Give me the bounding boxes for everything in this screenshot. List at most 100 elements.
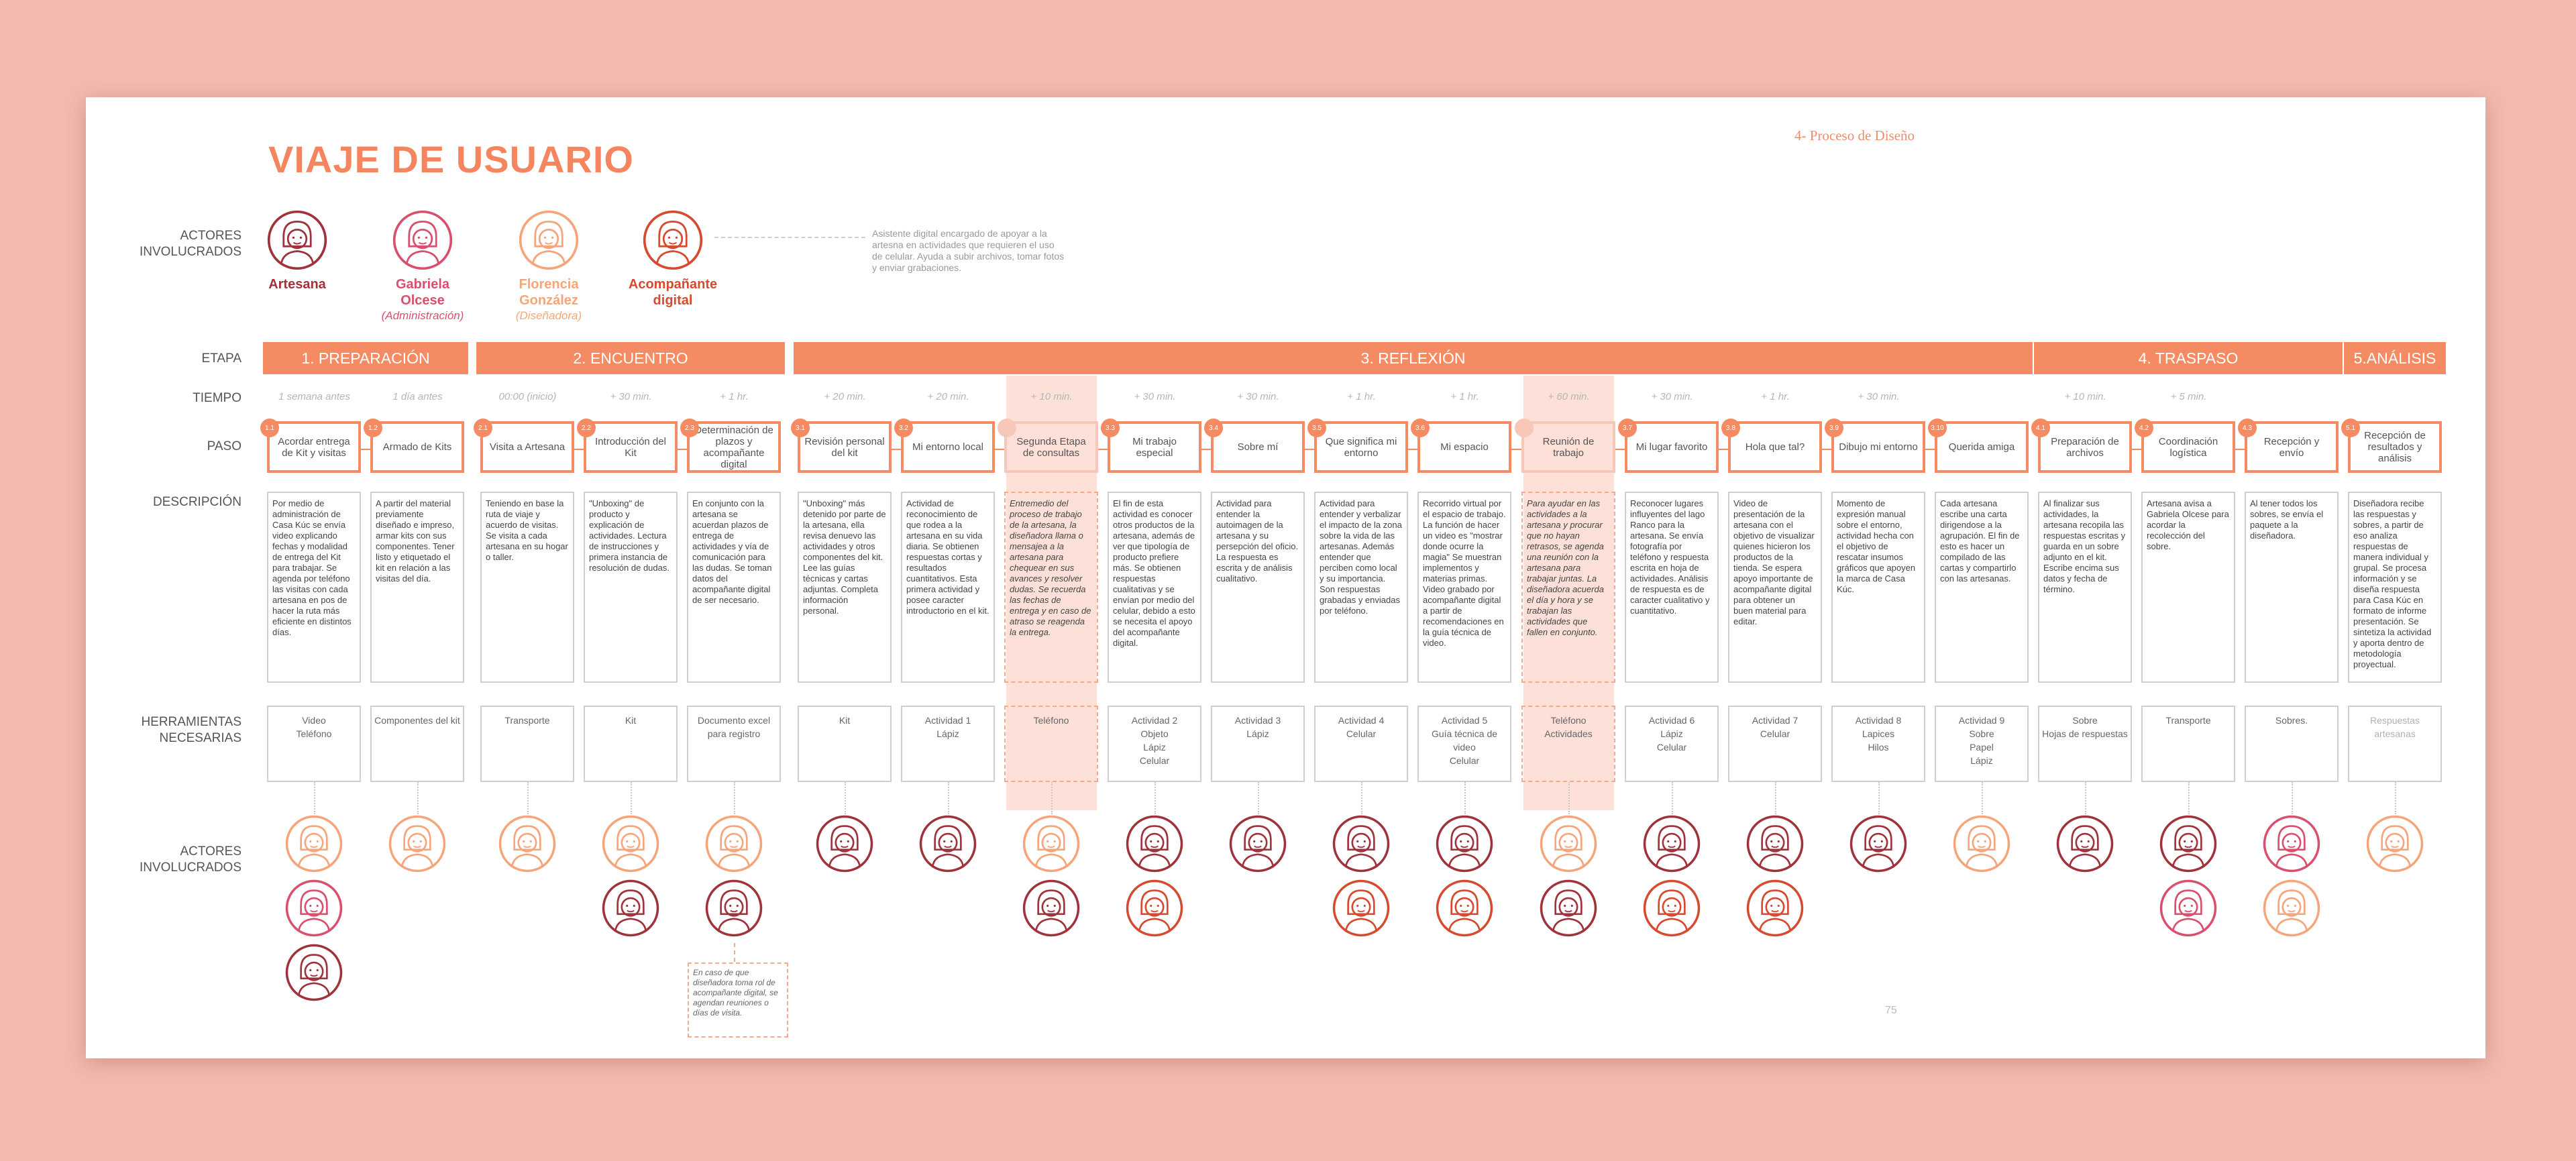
step-number-badge: 3.3 bbox=[1101, 419, 1120, 437]
actor-avatar-gabriela-icon bbox=[2159, 879, 2218, 938]
tools-box: Actividad 2 Objeto Lápiz Celular bbox=[1108, 706, 1201, 782]
step-box: Mi trabajo especial bbox=[1108, 421, 1201, 473]
actor-avatar-artesana-icon bbox=[1125, 814, 1184, 873]
tools-box: Componentes del kit bbox=[370, 706, 464, 782]
description-box: Entremedio del proceso de trabajo de la … bbox=[1004, 492, 1098, 683]
actor-name: Florencia González bbox=[519, 277, 579, 308]
step-label: Mi trabajo especial bbox=[1132, 435, 1177, 459]
description-box: Video de presentación de la artesana con… bbox=[1728, 492, 1822, 683]
step-label: Mi lugar favorito bbox=[1635, 441, 1708, 453]
step-number-badge: 1.1 bbox=[260, 419, 279, 437]
step-box: Acordar entrega de Kit y visitas bbox=[267, 421, 361, 473]
step-label: Coordinación logística bbox=[2158, 435, 2218, 459]
step-box: Que significa mi entorno bbox=[1314, 421, 1408, 473]
step-connector-line bbox=[798, 449, 2029, 450]
actor-connector-line bbox=[948, 782, 949, 814]
step-box: Mi espacio bbox=[1417, 421, 1511, 473]
time-label: + 30 min. bbox=[610, 391, 652, 402]
stage-bar: 4. TRASPASO bbox=[2034, 342, 2343, 374]
row-label-description: DESCRIPCIÓN bbox=[153, 495, 241, 509]
time-label: 00:00 (inicio) bbox=[498, 391, 557, 402]
actor-connector-line bbox=[1672, 782, 1673, 814]
actor-avatar-artesana-icon bbox=[1435, 814, 1494, 873]
time-label: + 10 min. bbox=[1030, 391, 1073, 402]
time-label: + 20 min. bbox=[824, 391, 866, 402]
time-label: + 30 min. bbox=[1237, 391, 1279, 402]
time-label: 1 día antes bbox=[392, 391, 443, 402]
actor-avatar-florencia-icon bbox=[284, 814, 343, 873]
time-label: + 30 min. bbox=[1651, 391, 1693, 402]
step-label: Acordar entrega de Kit y visitas bbox=[278, 435, 350, 459]
step-number-badge: 3.8 bbox=[1721, 419, 1740, 437]
actor-connector-line bbox=[1982, 782, 1983, 814]
actor-avatar-acompanante-icon bbox=[1642, 879, 1701, 938]
step-label: Hola que tal? bbox=[1745, 441, 1805, 453]
actor-avatar-florencia-icon bbox=[2365, 814, 2424, 873]
actor-avatar-artesana-icon bbox=[1642, 814, 1701, 873]
step-label: Recepción de resultados y análisis bbox=[2364, 430, 2426, 464]
actor-connector-line bbox=[1464, 782, 1466, 814]
description-box: "Unboxing" más detenido por parte de la … bbox=[798, 492, 892, 683]
description-box: Al finalizar sus actividades, la artesan… bbox=[2038, 492, 2132, 683]
description-box: Reconocer lugares influyentes del lago R… bbox=[1625, 492, 1719, 683]
actor-avatar-acompanante-icon bbox=[1746, 879, 1805, 938]
description-box: Al tener todos los sobres, se envía el p… bbox=[2245, 492, 2339, 683]
actor-avatar-icon bbox=[518, 209, 580, 271]
tools-box: Respuestas artesanas bbox=[2348, 706, 2442, 782]
actor-connector-line bbox=[734, 782, 735, 814]
actor-avatar-artesana-icon bbox=[2055, 814, 2114, 873]
actor-avatar-artesana-icon bbox=[601, 879, 660, 938]
tools-box: Sobre Hojas de respuestas bbox=[2038, 706, 2132, 782]
actor-avatar-artesana-icon bbox=[1228, 814, 1287, 873]
step-box: Hola que tal? bbox=[1728, 421, 1822, 473]
time-label: + 1 hr. bbox=[1347, 391, 1376, 402]
tools-box: Documento excel para registro bbox=[687, 706, 781, 782]
actor-avatar-artesana-icon bbox=[1332, 814, 1391, 873]
description-box: Momento de expresión manual sobre el ent… bbox=[1831, 492, 1925, 683]
actor-note-connector bbox=[714, 237, 865, 238]
actor-connector-line bbox=[1051, 782, 1053, 814]
time-label: + 60 min. bbox=[1548, 391, 1590, 402]
step-number-badge: 2.1 bbox=[474, 419, 492, 437]
actor-connector-line bbox=[2292, 782, 2293, 814]
actor-avatar-florencia-icon bbox=[1539, 814, 1598, 873]
tools-box: Actividad 6 Lápiz Celular bbox=[1625, 706, 1719, 782]
time-label: 1 semana antes bbox=[278, 391, 350, 402]
description-box: En conjunto con la artesana se acuerdan … bbox=[687, 492, 781, 683]
tools-box: Sobres. bbox=[2245, 706, 2339, 782]
actor-connector-line bbox=[527, 782, 529, 814]
actor-avatar-florencia-icon bbox=[1952, 814, 2011, 873]
stage-bar: 2. ENCUENTRO bbox=[476, 342, 785, 374]
actor-avatar-artesana-icon bbox=[1022, 879, 1081, 938]
actor-avatar-artesana-icon bbox=[2159, 814, 2218, 873]
actor-connector-line bbox=[1258, 782, 1259, 814]
actor-avatar-gabriela-icon bbox=[2262, 814, 2321, 873]
tools-box: Teléfono bbox=[1004, 706, 1098, 782]
step-box: Introducción del Kit bbox=[584, 421, 678, 473]
actor-avatar-acompanante-icon bbox=[1125, 879, 1184, 938]
tools-box: Video Teléfono bbox=[267, 706, 361, 782]
actor-role: (Diseñadora) bbox=[515, 309, 582, 322]
step-label: Reunión de trabajo bbox=[1542, 435, 1595, 459]
step-box: Sobre mí bbox=[1211, 421, 1305, 473]
actor-avatar-artesana-icon bbox=[1849, 814, 1908, 873]
step-label: Revisión personal del kit bbox=[804, 435, 885, 459]
step-box: Mi lugar favorito bbox=[1625, 421, 1719, 473]
time-label: + 1 hr. bbox=[1761, 391, 1790, 402]
description-box: Cada artesana escribe una carta dirigend… bbox=[1935, 492, 2029, 683]
actor-avatar-artesana-icon bbox=[918, 814, 977, 873]
description-box: "Unboxing" de producto y explicación de … bbox=[584, 492, 678, 683]
tools-box: Kit bbox=[798, 706, 892, 782]
step-label: Recepción y envío bbox=[2263, 435, 2320, 459]
actor-connector-line bbox=[631, 782, 632, 814]
actor-card-artesana: Artesana bbox=[240, 209, 354, 292]
actor-connector-line bbox=[1155, 782, 1156, 814]
step-label: Determinación de plazos y acompañante di… bbox=[694, 424, 773, 470]
actor-avatar-florencia-icon bbox=[704, 814, 763, 873]
step-number-badge: 2.2 bbox=[577, 419, 596, 437]
description-box: Actividad para entender y verbalizar el … bbox=[1314, 492, 1408, 683]
actor-avatar-artesana-icon bbox=[1539, 879, 1598, 938]
actor-card-gabriela: Gabriela Olcese (Administración) bbox=[366, 209, 480, 323]
stage-bar: 5.ANÁLISIS bbox=[2344, 342, 2446, 374]
description-box: Recorrido virtual por el espacio de trab… bbox=[1417, 492, 1511, 683]
